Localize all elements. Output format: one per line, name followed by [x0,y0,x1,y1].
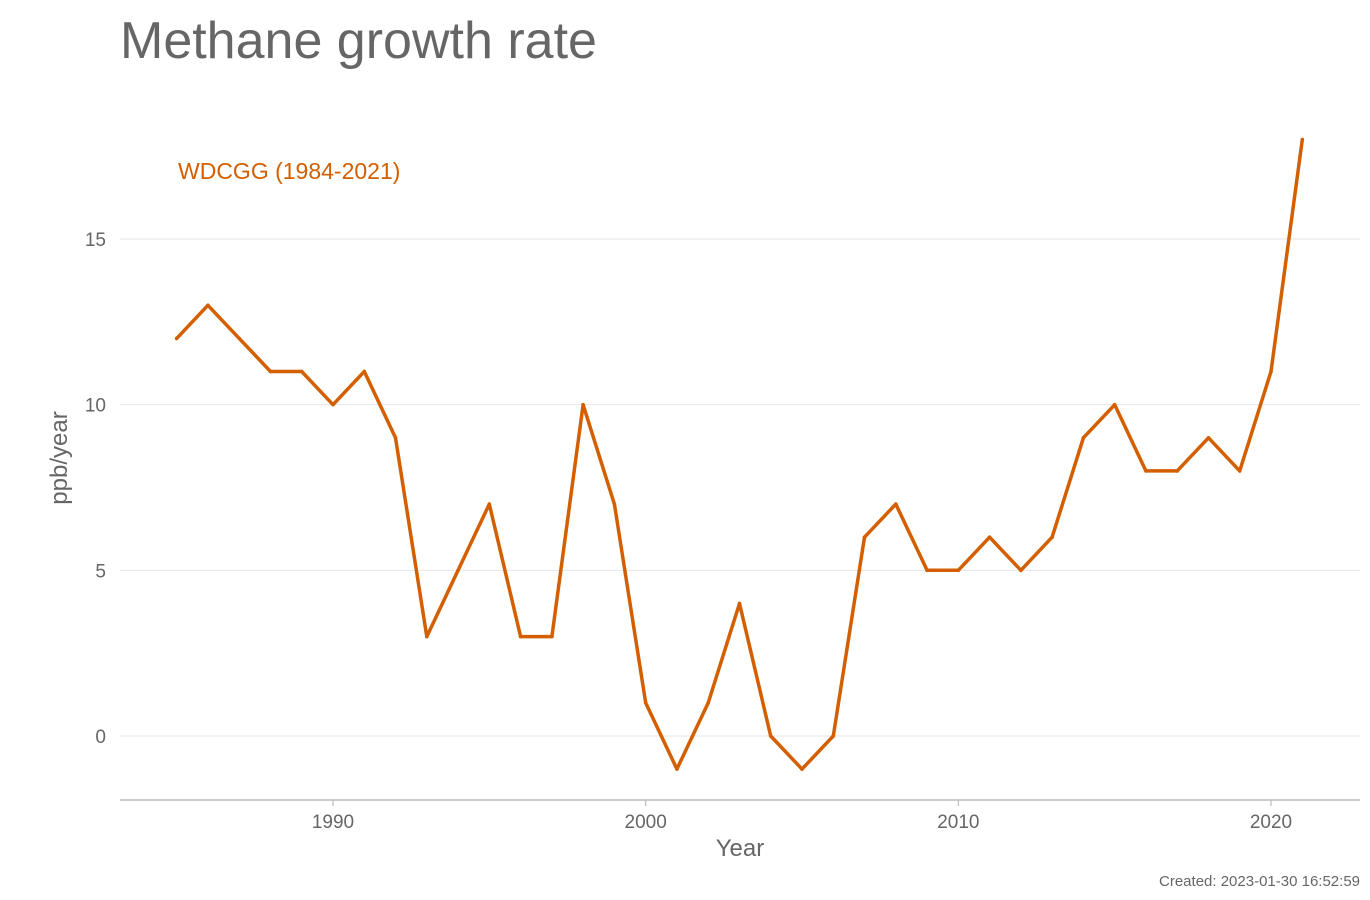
x-tick-label: 1990 [312,812,354,833]
data-point [894,502,898,506]
data-point [643,701,648,705]
data-point [456,568,460,573]
x-axis-title: Year [716,835,765,862]
y-tick-label: 5 [95,561,106,582]
data-point [737,601,742,606]
data-point [299,369,304,374]
x-tick-label: 2020 [1250,812,1292,833]
series-line [174,137,1305,771]
data-point [550,634,554,639]
data-point [1206,436,1211,440]
data-point [1269,369,1273,374]
data-point [581,402,585,407]
data-point [1019,568,1023,573]
data-point [393,436,398,440]
y-tick-label: 0 [95,727,106,748]
x-tick-label: 2000 [625,812,667,833]
grid-lines [120,238,1360,737]
data-point [425,634,429,639]
x-tick-labels: 1990 2000 2010 2020 [312,800,1292,833]
y-tick-labels: 0 5 10 15 [85,230,106,748]
data-point [1144,469,1148,473]
data-point [1081,436,1086,440]
data-point [1300,137,1305,142]
data-point [1050,535,1054,539]
data-point [237,336,241,341]
data-point [862,535,867,539]
data-point [362,369,367,374]
data-point [487,502,492,506]
legend-label: WDCGG (1984-2021) [178,158,400,184]
series-group [174,137,1305,771]
data-point [987,535,992,539]
data-point [518,634,523,639]
chart-title: Methane growth rate [120,12,597,70]
created-timestamp: Created: 2023-01-30 16:52:59 [1159,873,1360,890]
y-tick-label: 15 [85,230,106,251]
data-point [268,369,273,374]
data-point [956,568,961,573]
data-point [831,734,836,738]
data-point [1175,469,1179,473]
data-point [675,767,679,771]
x-tick-label: 2010 [937,812,979,833]
data-point [800,767,804,771]
data-point [331,402,335,407]
data-point [706,701,710,705]
y-tick-label: 10 [85,396,106,417]
data-point [925,568,929,573]
data-point [768,734,773,738]
data-point [206,303,210,308]
data-point [612,502,617,506]
data-point [1237,469,1242,473]
data-point [1112,402,1117,407]
data-point [174,336,179,341]
y-axis-title: ppb/year [46,411,73,504]
